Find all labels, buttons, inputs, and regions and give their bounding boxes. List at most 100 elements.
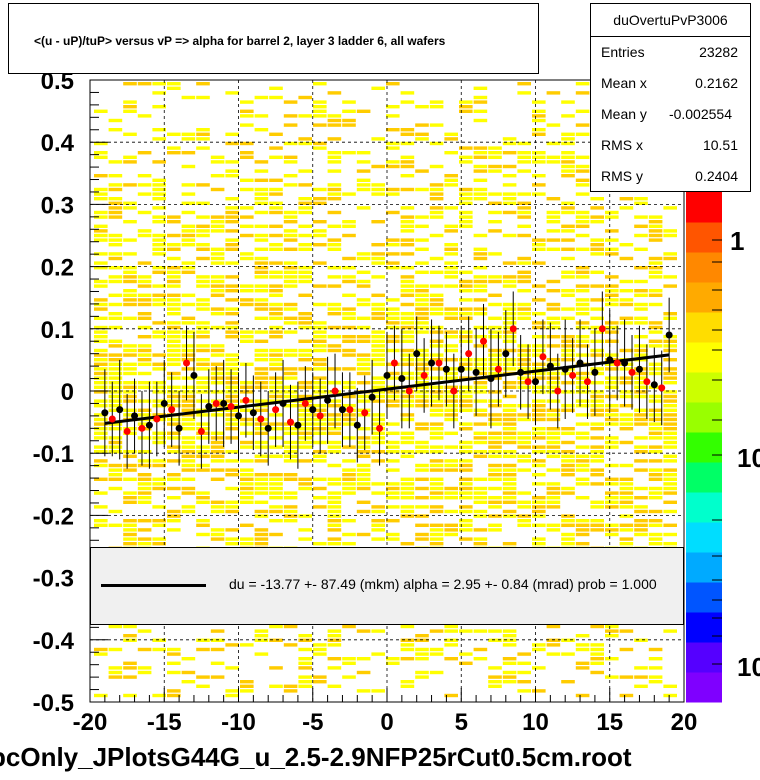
heat-cell (546, 316, 561, 320)
heat-cell (137, 312, 152, 316)
heat-cell (488, 528, 502, 532)
heat-cell (181, 302, 196, 307)
heat-cell (386, 164, 400, 169)
heat-cell (327, 137, 342, 141)
heat-cell (502, 417, 517, 422)
heat-cell (575, 270, 590, 274)
heat-cell (386, 316, 400, 320)
data-point-red (509, 325, 517, 333)
heat-cell (605, 325, 619, 330)
heat-cell (517, 270, 531, 274)
heat-cell (167, 330, 181, 334)
heat-cell (590, 657, 604, 661)
heat-cell (181, 427, 196, 431)
heat-cell (356, 500, 371, 504)
heat-cell (356, 362, 371, 366)
heat-cell (240, 385, 254, 389)
heat-cell (488, 302, 502, 307)
heat-cell (240, 109, 254, 113)
heat-cell (634, 468, 648, 472)
heat-cell (444, 371, 458, 376)
heat-cell (225, 132, 239, 136)
heat-cell (502, 661, 517, 665)
heat-cell (473, 486, 488, 491)
heat-cell (575, 307, 590, 311)
heat-cell (459, 523, 473, 527)
heat-cell (225, 371, 239, 376)
heat-cell (167, 132, 181, 136)
heat-cell (488, 413, 502, 417)
heat-cell (488, 477, 502, 481)
heat-cell (415, 298, 429, 302)
heat-cell (590, 450, 604, 454)
heat-cell (298, 270, 312, 274)
data-point-black (309, 406, 317, 414)
heat-cell (356, 252, 371, 256)
heat-cell (167, 284, 181, 288)
heat-cell (298, 206, 312, 210)
heat-cell (502, 284, 517, 288)
heat-cell (502, 330, 517, 334)
heat-cell (575, 335, 590, 339)
heat-cell (225, 325, 239, 330)
heat-cell (152, 537, 166, 541)
heat-cell (181, 224, 196, 228)
heat-cell (123, 500, 137, 504)
heat-cell (532, 238, 546, 242)
heat-cell (94, 325, 108, 330)
heat-cell (327, 224, 342, 228)
heat-cell (429, 215, 444, 219)
heat-cell (400, 100, 415, 104)
heat-cell (444, 243, 458, 247)
heat-cell (269, 312, 283, 316)
heat-cell (488, 376, 502, 380)
heat-cell (137, 275, 152, 279)
heat-cell (298, 279, 312, 284)
heat-cell (225, 500, 239, 504)
data-point-black (220, 399, 228, 407)
y-tick-label: 0.4 (41, 130, 75, 157)
heat-cell (400, 132, 415, 136)
heat-cell (240, 459, 254, 463)
heat-cell (225, 367, 239, 371)
heat-cell (254, 427, 269, 431)
heat-cell (400, 243, 415, 247)
heat-cell (415, 537, 429, 541)
heat-cell (327, 528, 342, 532)
heat-cell (663, 376, 677, 380)
heat-cell (473, 164, 488, 169)
heat-cell (313, 335, 327, 339)
heat-cell (502, 339, 517, 343)
heat-cell (254, 477, 269, 481)
heat-cell (590, 215, 604, 219)
heat-cell (488, 252, 502, 256)
heat-cell (342, 394, 356, 399)
heat-cell (502, 233, 517, 238)
heat-cell (313, 486, 327, 491)
heat-cell (283, 367, 298, 371)
heat-cell (269, 491, 283, 495)
color-scale-step (686, 642, 722, 673)
heat-cell (152, 367, 166, 371)
heat-cell (648, 339, 663, 343)
heat-cell (488, 390, 502, 394)
data-point-red (613, 359, 621, 367)
heat-cell (415, 505, 429, 509)
heat-cell (181, 657, 196, 661)
heat-cell (605, 252, 619, 256)
heat-cell (167, 220, 181, 224)
heat-cell (502, 436, 517, 440)
heat-cell (502, 367, 517, 371)
heat-cell (386, 450, 400, 454)
heat-cell (429, 436, 444, 440)
heat-cell (108, 436, 123, 440)
heat-cell (240, 224, 254, 228)
heat-cell (415, 169, 429, 173)
heat-cell (269, 284, 283, 288)
heat-cell (605, 376, 619, 380)
heat-cell (546, 431, 561, 435)
heat-cell (298, 666, 312, 670)
heat-cell (298, 440, 312, 445)
heat-cell (517, 201, 531, 205)
